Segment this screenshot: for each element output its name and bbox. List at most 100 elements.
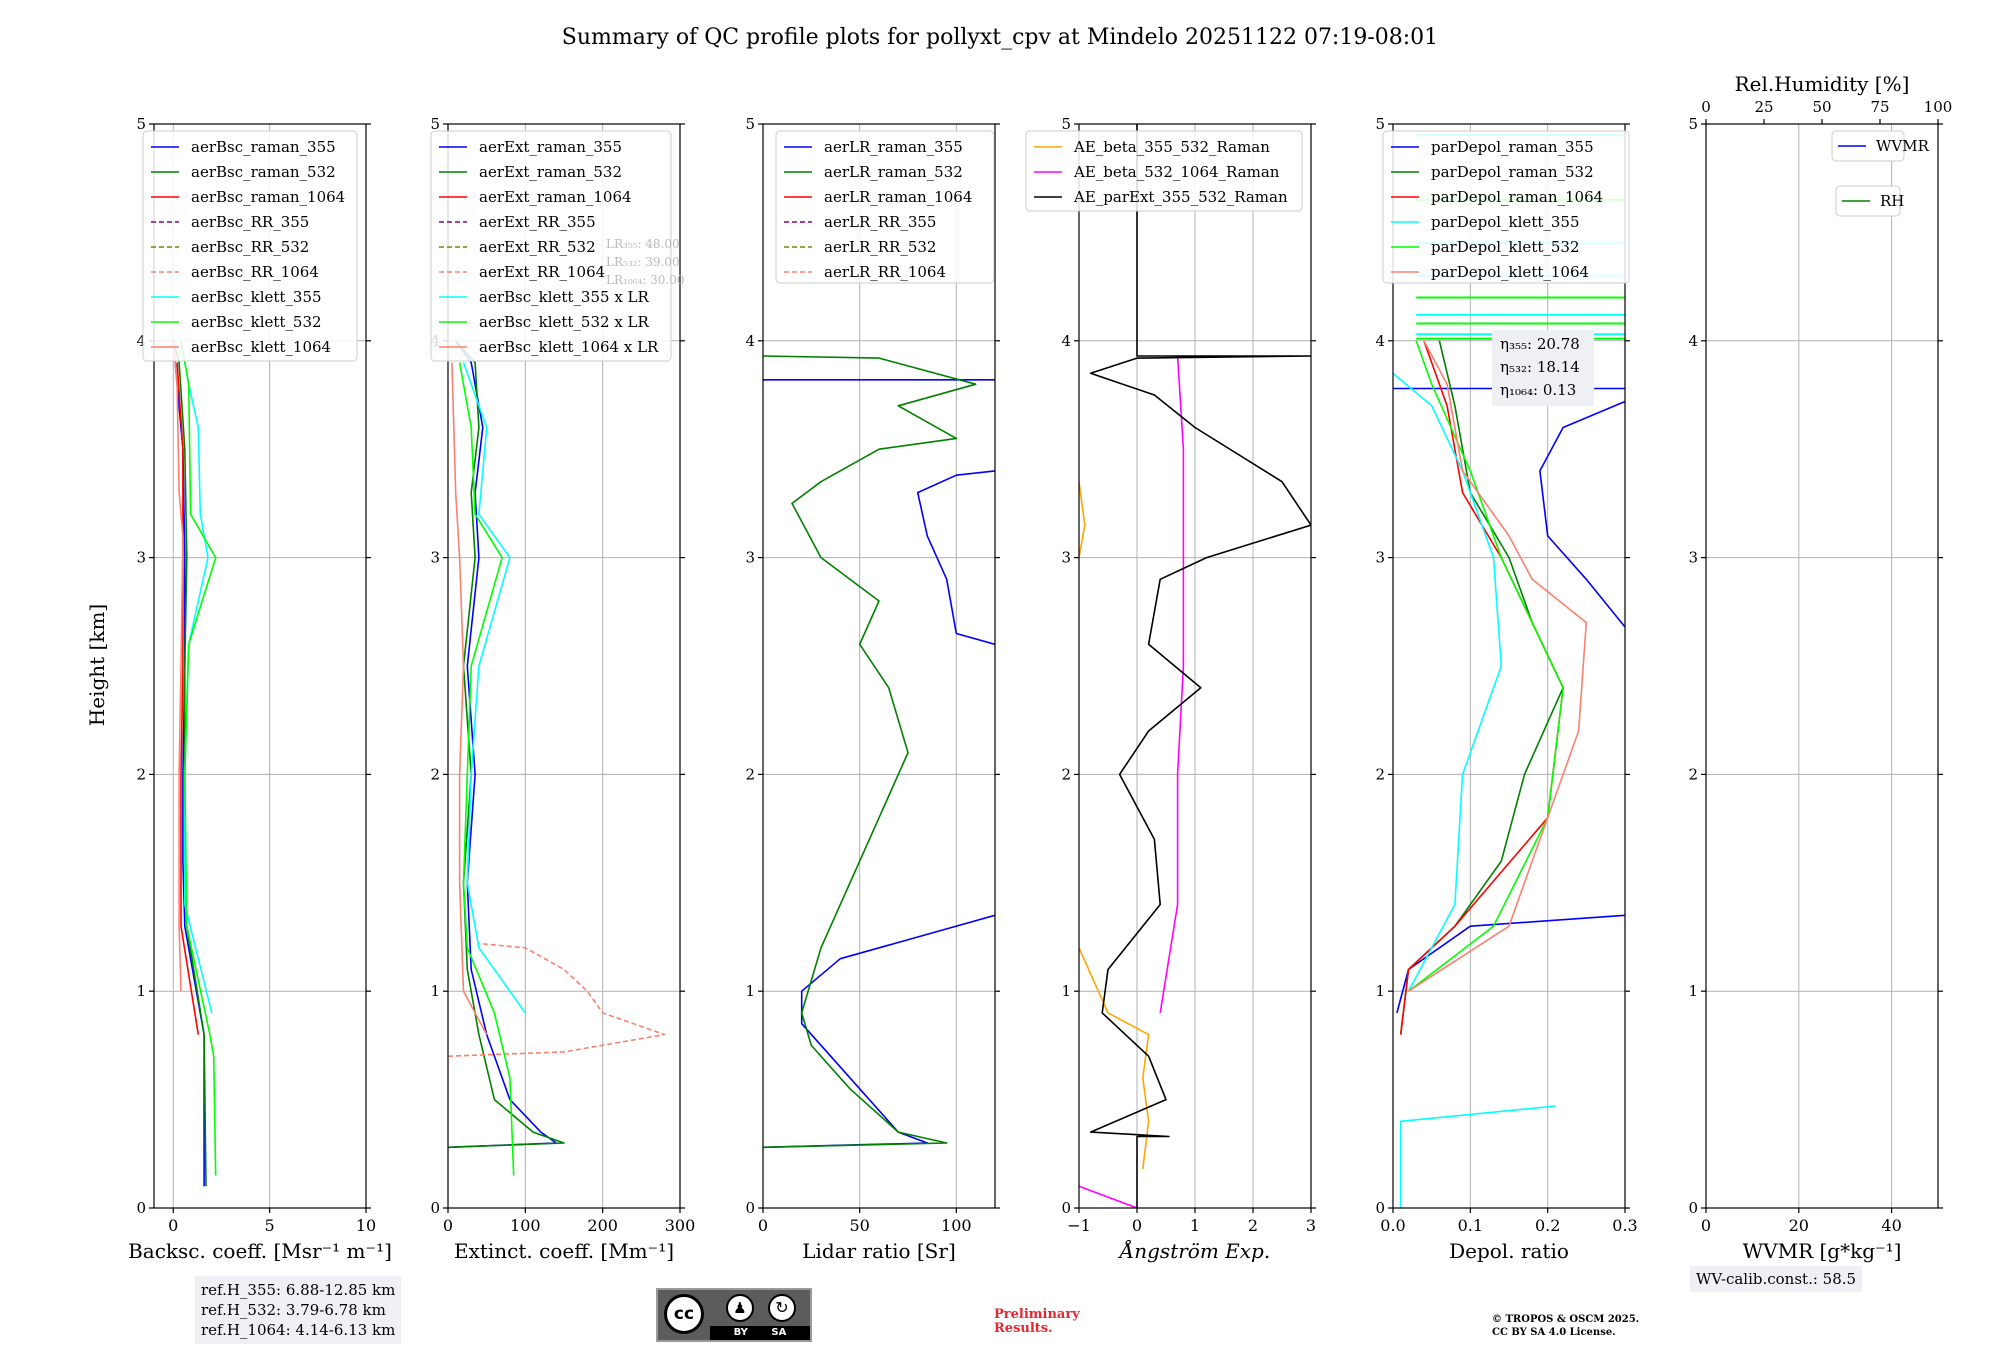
- x-tick-label: 0: [443, 1216, 453, 1235]
- y-axis-label: Height [km]: [85, 604, 109, 726]
- legend: aerExt_raman_355 aerExt_raman_532 aerExt_r…: [430, 130, 672, 362]
- person-icon: ♟: [726, 1294, 754, 1322]
- legend-entry: aerBsc_klett_1064: [191, 338, 331, 356]
- panel-1: 0 1 2 3 4 5 0 5 10 Backsc. coeff. [Msr⁻¹ m⁻¹] aerB…: [128, 115, 392, 1263]
- series-line-aerBsc_klett_355: [180, 340, 213, 1014]
- legend-box: [1382, 130, 1630, 284]
- y-tick-label: 4: [745, 332, 755, 350]
- legend-entry: aerBsc_raman_1064: [191, 188, 345, 206]
- y-tick-label: 0: [1375, 1199, 1385, 1217]
- legend-entry: aerLR_RR_355: [824, 213, 936, 231]
- series-group: [172, 340, 217, 1187]
- series-line-parDepol_klett_355_upper: [1393, 372, 1503, 992]
- series-group: [763, 355, 995, 1149]
- legend-entry: aerBsc_klett_355: [191, 288, 322, 306]
- series-line-parDepol_klett_355: [1399, 1105, 1556, 1208]
- x-tick-label: 3: [1306, 1216, 1316, 1235]
- series-group: [1079, 124, 1311, 1208]
- copyright-notice: © TROPOS & OSCM 2025. CC BY SA 4.0 Licen…: [1492, 1313, 1639, 1339]
- legend-entry: aerBsc_raman_532: [191, 163, 336, 181]
- x-tick-label: 100: [941, 1216, 972, 1235]
- x-tick-label: 0.0: [1380, 1216, 1405, 1235]
- series-line-parDepol_klett_532: [1408, 340, 1564, 992]
- x-tick-label: 0: [1701, 1216, 1711, 1235]
- ref-height-355: ref.H_355: 6.88-12.85 km: [201, 1281, 396, 1299]
- y-tick-label: 5: [745, 115, 755, 133]
- legend-entry: aerBsc_klett_532 x LR: [479, 313, 650, 331]
- x-tick-label: 300: [665, 1216, 696, 1235]
- legend: parDepol_raman_355 parDepol_raman_532 parD…: [1382, 130, 1630, 284]
- legend-entry: aerBsc_raman_355: [191, 138, 336, 156]
- y-tick-label: 0: [1061, 1199, 1071, 1217]
- lr-annotation: LR₃₅₅: 48.00 LR₅₃₂: 39.00 LR₁₀₆₄: 30.00: [606, 237, 684, 287]
- y-tick-label: 5: [430, 115, 440, 133]
- axes-frame: [762, 123, 996, 1209]
- x-tick-label: 0.2: [1535, 1216, 1560, 1235]
- axes-frame: [1705, 123, 1939, 1209]
- y-tick-label: 5: [136, 115, 146, 133]
- legend-entry: aerExt_RR_355: [479, 213, 596, 231]
- legend-box: [775, 130, 995, 284]
- share-alike-icon: ↻: [768, 1294, 796, 1322]
- legend-entry: aerLR_raman_355: [824, 138, 963, 156]
- legend-entry: aerLR_raman_1064: [824, 188, 972, 206]
- legend-entry: aerExt_RR_1064: [479, 263, 605, 281]
- x-tick-label: 40: [1881, 1216, 1901, 1235]
- figure-title: Summary of QC profile plots for pollyxt_…: [562, 25, 1438, 50]
- legend-entry: aerBsc_klett_532: [191, 313, 322, 331]
- y-tick-label: 5: [1061, 115, 1071, 133]
- y-tick-label: 3: [1061, 549, 1071, 567]
- legend-entry: WVMR: [1876, 137, 1930, 155]
- top-tick-label: 0: [1701, 98, 1711, 116]
- cc-by-sa-label: BY SA: [710, 1326, 810, 1340]
- eta-annotation: η₃₅₅: 20.78 η₅₃₂: 18.14 η₁₀₆₄: 0.13: [1492, 330, 1594, 406]
- legend-entry: aerExt_raman_1064: [479, 188, 632, 206]
- axes-frame: [1392, 123, 1626, 1209]
- x-axis-label: WVMR [g*kg⁻¹]: [1743, 1239, 1902, 1263]
- top-tick-label: 25: [1754, 98, 1773, 116]
- series-line-aerExt_RR_1064: [448, 942, 666, 1057]
- reference-heights-box: ref.H_355: 6.88-12.85 km ref.H_532: 3.79…: [195, 1276, 402, 1344]
- legend-entry: RH: [1880, 192, 1904, 210]
- series-line-aerExt_raman_355: [448, 340, 558, 1149]
- x-tick-label: 0: [1132, 1216, 1142, 1235]
- y-tick-label: 3: [745, 549, 755, 567]
- y-tick-label: 1: [430, 982, 440, 1000]
- x-tick-label: 50: [849, 1216, 869, 1235]
- legend-entry: aerBsc_RR_1064: [191, 263, 319, 281]
- top-tick-label: 100: [1924, 98, 1953, 116]
- legend-entry: aerBsc_RR_532: [191, 238, 309, 256]
- y-tick-label: 2: [136, 765, 146, 783]
- x-tick-label: 20: [1789, 1216, 1809, 1235]
- legend-box: [430, 130, 672, 362]
- legend: AE_beta_355_532_Raman AE_beta_532_1064_Ra…: [1025, 130, 1303, 212]
- y-tick-label: 2: [1375, 765, 1385, 783]
- x-tick-label: 1: [1190, 1216, 1200, 1235]
- y-tick-label: 0: [1688, 1199, 1698, 1217]
- legend-box: [142, 130, 358, 362]
- x-axis-label: Depol. ratio: [1449, 1239, 1569, 1263]
- top-tick-label: 75: [1870, 98, 1889, 116]
- series-line-parDepol_raman_1064: [1399, 340, 1564, 1035]
- legend-entry: parDepol_klett_532: [1431, 238, 1580, 256]
- legend-entry: aerBsc_RR_355: [191, 213, 309, 231]
- series-line-parDepol_raman_355_upper: [1539, 400, 1625, 628]
- cc-logo-icon: cc: [664, 1294, 704, 1334]
- legend-entry: AE_beta_532_1064_Raman: [1073, 163, 1280, 181]
- series-line-aerLR_raman_355_upper: [916, 470, 995, 646]
- x-tick-label: 0.3: [1612, 1216, 1637, 1235]
- panel-5: 0 1 2 3 4 5 0.0 0.1 0.2 0.3 Depol. ratio parDepol_r…: [1375, 115, 1637, 1263]
- x-axis-label: Lidar ratio [Sr]: [802, 1239, 956, 1263]
- copyright-line-1: © TROPOS & OSCM 2025.: [1492, 1314, 1640, 1325]
- legend-box: [1025, 130, 1303, 212]
- eta-value: η₃₅₅: 20.78: [1500, 335, 1580, 353]
- x-axis-label: Ångström Exp.: [1118, 1238, 1270, 1263]
- y-tick-label: 3: [136, 549, 146, 567]
- legend-entry: aerLR_raman_532: [824, 163, 963, 181]
- lr-value: LR₅₃₂: 39.00: [606, 255, 680, 269]
- legend-entry: parDepol_klett_355: [1431, 213, 1580, 231]
- x-tick-label: 0: [168, 1216, 178, 1235]
- preliminary-line-1: Preliminary: [994, 1307, 1080, 1322]
